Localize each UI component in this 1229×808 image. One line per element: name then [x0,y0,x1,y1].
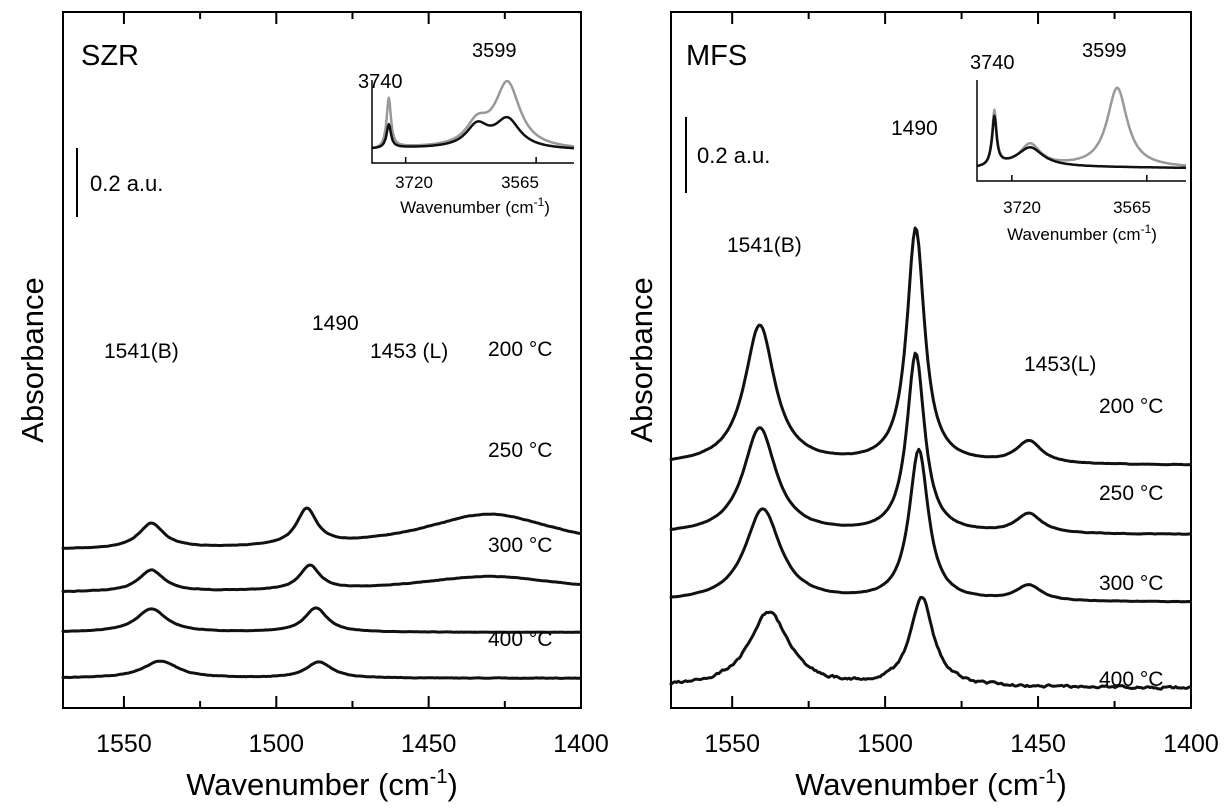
szr-temp-label-300: 300 °C [488,534,552,557]
szr-temp-label-200: 200 °C [488,338,552,361]
mfs-x-tick-label-1400: 1400 [1163,730,1219,758]
szr-inset-spectra [371,79,575,150]
szr-scale-label: 0.2 a.u. [90,171,163,196]
szr-x-axis-label: Wavenumber (cm-1) [186,766,458,802]
mfs-inset-spectra [976,86,1187,170]
mfs-x-tick-label-1550: 1550 [704,730,760,758]
szr-inset-spectrum-grey [371,79,575,150]
mfs-peak-label-1453: 1453(L) [1024,353,1096,376]
szr-temp-label-250: 250 °C [488,439,552,462]
mfs-x-tick-label-1450: 1450 [1010,730,1066,758]
mfs-plot-frame [670,11,1192,709]
mfs-spectrum-400c [669,595,1192,691]
szr-spectrum-400c [61,659,582,680]
mfs-spectrum-250c [669,351,1192,536]
szr-y-axis-label: Absorbance [15,277,50,442]
panel-mfs: 1550 1500 1450 1400 MFS 0.2 a.u. 1541(B) 14… [669,11,1219,758]
mfs-inset: 3740 3599 3720 3565 Wavenumber (cm-1) [970,40,1187,244]
szr-spectra [61,506,582,680]
mfs-temp-label-250: 250 °C [1099,482,1163,505]
mfs-temp-label-300: 300 °C [1099,572,1163,595]
szr-inset-tick-label-3565: 3565 [501,173,539,192]
szr-plot-frame [62,11,582,709]
szr-spectrum-300c [61,606,582,634]
mfs-inset-peak-3740: 3740 [970,52,1015,74]
szr-inset-xlabel: Wavenumber (cm-1) [400,195,550,217]
mfs-inset-xlabel: Wavenumber (cm-1) [1007,222,1157,244]
szr-inset-peak-3740: 3740 [358,71,403,93]
mfs-x-ticks: 1550 1500 1450 1400 [704,12,1219,758]
mfs-spectrum-300c [669,447,1192,604]
szr-inset-tick-label-3720: 3720 [395,173,433,192]
szr-x-tick-label-1400: 1400 [553,730,609,758]
mfs-temp-label-400: 400 °C [1099,668,1163,691]
mfs-inset-spectrum-black [976,114,1187,170]
mfs-temp-label-200: 200 °C [1099,395,1163,418]
panel-szr: 1550 1500 1450 1400 SZR 0.2 a.u. 1541(B) 14… [61,11,609,758]
szr-spectrum-250c [61,563,582,594]
mfs-y-axis-label: Absorbance [624,277,659,442]
mfs-panel-label: MFS [686,40,747,72]
mfs-spectra [669,226,1192,691]
mfs-inset-ticks [1011,175,1148,181]
mfs-inset-axes [976,80,1186,182]
mfs-inset-peak-3599: 3599 [1082,40,1127,62]
mfs-scale-label: 0.2 a.u. [697,143,770,168]
mfs-x-axis-label: Wavenumber (cm-1) [795,766,1067,802]
szr-inset-ticks [404,157,537,163]
mfs-peak-label-1541: 1541(B) [727,234,802,257]
szr-inset-axes [371,80,574,164]
mfs-inset-tick-label-3720: 3720 [1003,198,1041,217]
szr-inset: 3740 3599 3720 3565 Wavenumber (cm-1) [358,40,575,217]
mfs-inset-tick-label-3565: 3565 [1113,198,1151,217]
mfs-inset-spectrum-grey [976,86,1187,168]
szr-peak-label-1541: 1541(B) [104,340,179,363]
szr-x-tick-label-1550: 1550 [96,730,152,758]
mfs-x-tick-label-1500: 1500 [857,730,913,758]
szr-peak-label-1490: 1490 [312,312,359,335]
szr-x-ticks: 1550 1500 1450 1400 [96,12,609,758]
mfs-peak-label-1490: 1490 [891,117,938,140]
szr-temp-label-400: 400 °C [488,628,552,651]
szr-spectrum-200c [61,506,582,550]
mfs-spectrum-200c [669,226,1192,467]
szr-peak-label-1453: 1453 (L) [370,340,448,363]
szr-inset-spectrum-black [371,115,575,150]
szr-inset-peak-3599: 3599 [472,40,517,62]
szr-panel-label: SZR [81,40,139,72]
szr-x-tick-label-1500: 1500 [248,730,304,758]
szr-x-tick-label-1450: 1450 [401,730,457,758]
